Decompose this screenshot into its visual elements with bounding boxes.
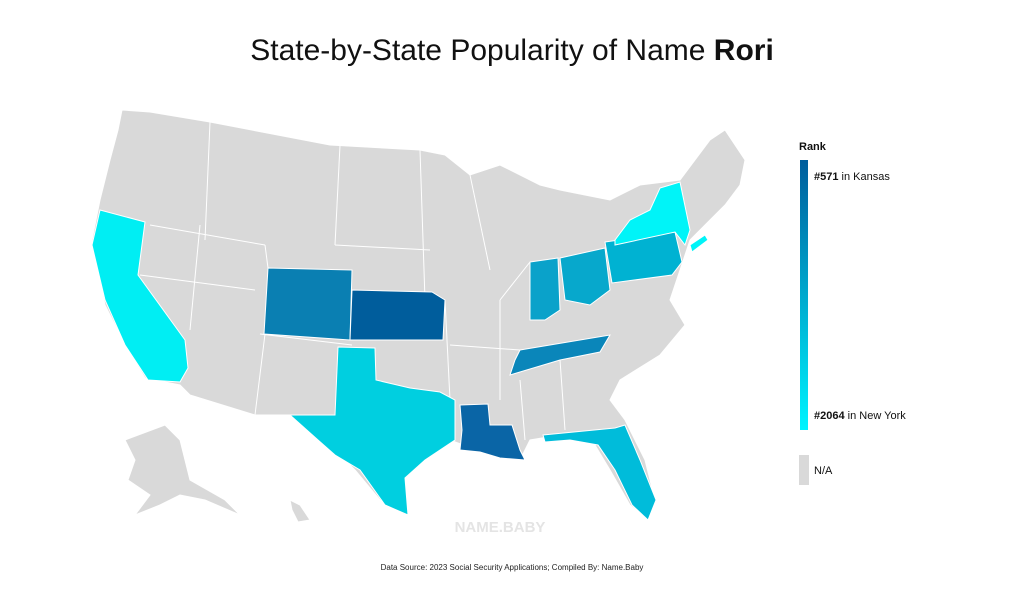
indiana xyxy=(529,257,561,321)
california xyxy=(91,209,189,383)
colorado xyxy=(263,267,353,341)
new-york xyxy=(614,181,691,247)
alaska xyxy=(124,424,241,517)
us-map xyxy=(91,109,746,523)
title-name: Rori xyxy=(714,34,774,67)
title: State-by-State Popularity of Name Rori xyxy=(250,34,774,67)
legend-na-swatch xyxy=(799,455,809,485)
legend-gradient xyxy=(800,160,808,430)
florida xyxy=(542,424,657,521)
kansas xyxy=(349,289,446,341)
tennessee xyxy=(509,334,611,376)
watermark: NAME.BABY xyxy=(455,519,546,536)
state-borders xyxy=(139,121,566,441)
legend-max-rank: #571 xyxy=(814,171,838,183)
legend: Rank #571 in Kansas #2064 in New York N/… xyxy=(799,141,906,485)
legend-max-place: in Kansas xyxy=(838,171,890,183)
title-text: State-by-State Popularity of Name xyxy=(250,34,714,67)
legend-na: N/A xyxy=(814,465,833,477)
legend-title: Rank xyxy=(799,141,827,153)
louisiana xyxy=(459,403,526,461)
footer: Data Source: 2023 Social Security Applic… xyxy=(381,563,644,572)
legend-min: #2064 in New York xyxy=(814,410,906,422)
long-island xyxy=(689,234,709,253)
legend-min-place: in New York xyxy=(845,410,907,422)
texas xyxy=(288,346,456,516)
ohio xyxy=(559,247,611,306)
legend-min-rank: #2064 xyxy=(814,410,845,422)
hawaii xyxy=(289,499,311,523)
legend-max: #571 in Kansas xyxy=(814,171,890,183)
